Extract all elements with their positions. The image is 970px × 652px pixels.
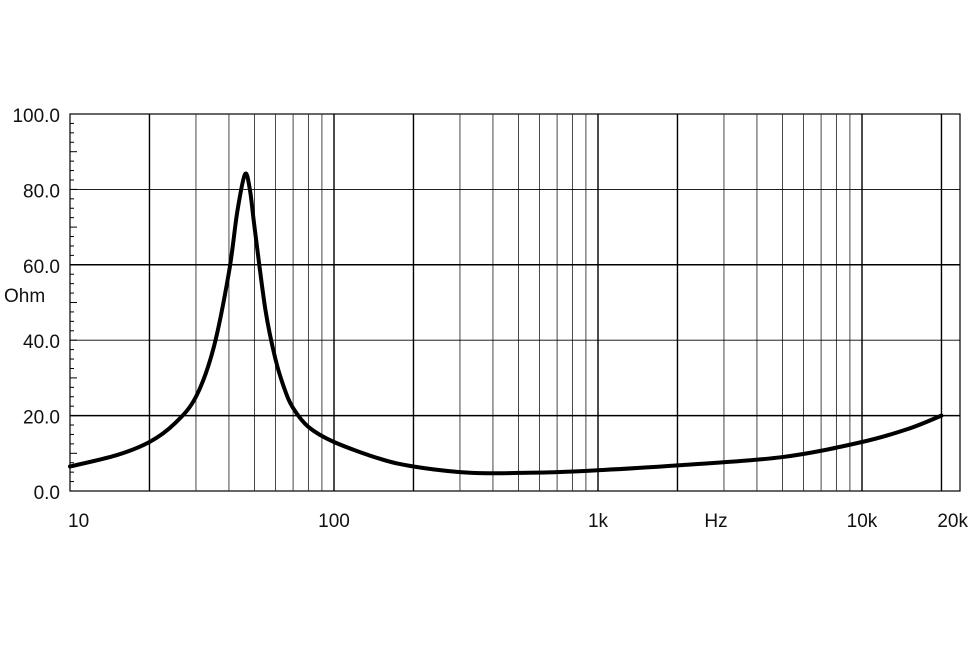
x-tick-label: 1k	[588, 511, 609, 532]
impedance-line	[68, 171, 944, 476]
y-tick-label: 80.0	[23, 181, 60, 202]
x-tick-label: 10	[68, 511, 89, 532]
y-tick-label: 60.0	[23, 257, 60, 278]
tick-labels: 10 100 1k 10k 20k 0.0 20.0 40.0 60.0 80.0 100.0	[12, 106, 968, 532]
y-tick-label: 100.0	[12, 106, 60, 127]
plot-frame	[69, 113, 961, 492]
y-axis-label: Ohm	[4, 286, 45, 307]
y-tick-label: 40.0	[23, 332, 60, 353]
impedance-curve	[68, 171, 944, 476]
y-tick-label: 0.0	[34, 483, 60, 504]
y-axis-minor-ticks	[70, 113, 77, 492]
x-tick-label: 100	[318, 511, 350, 532]
x-axis-label: Hz	[704, 511, 727, 532]
y-tick-label: 20.0	[23, 408, 60, 429]
grid	[69, 113, 961, 492]
x-tick-label: 10k	[847, 511, 878, 532]
x-tick-label: 20k	[937, 511, 968, 532]
